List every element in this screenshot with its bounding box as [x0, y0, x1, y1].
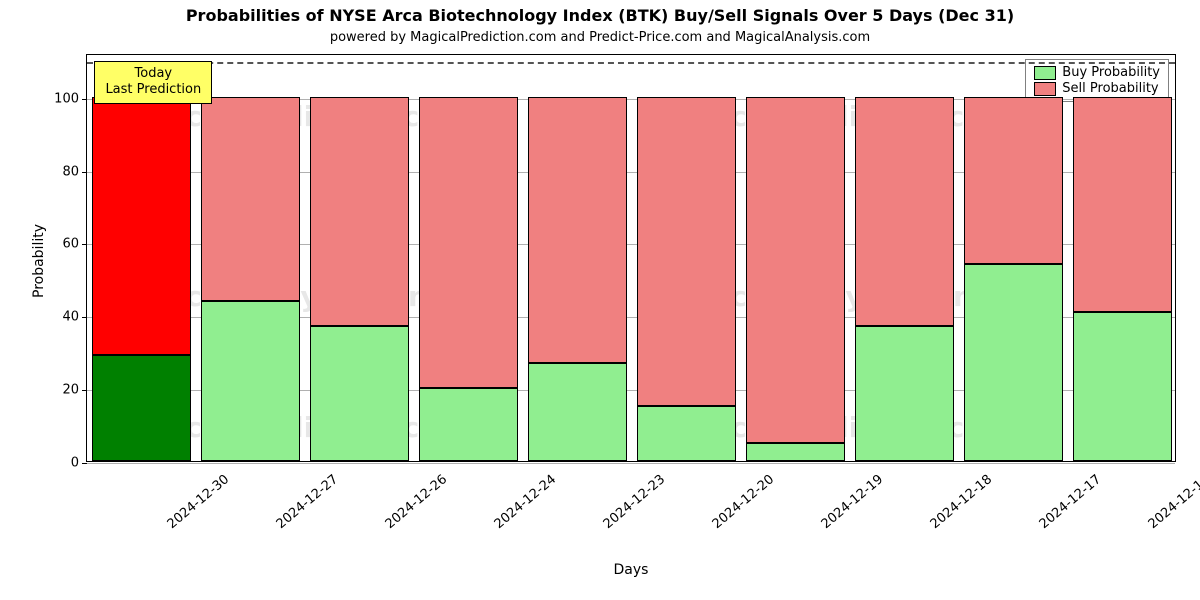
- x-tick-label: 2024-12-17: [1036, 472, 1104, 532]
- sell-bar: [419, 97, 517, 388]
- bar-group: [1073, 53, 1171, 461]
- bar-group: [419, 53, 517, 461]
- y-tick-mark: [82, 463, 87, 464]
- y-tick-mark: [82, 244, 87, 245]
- x-tick-label: 2024-12-20: [709, 472, 777, 532]
- y-tick-label: 0: [71, 456, 79, 471]
- x-axis-label: Days: [86, 562, 1176, 578]
- chart-subtitle: powered by MagicalPrediction.com and Pre…: [0, 30, 1200, 45]
- annotation-line-2: Last Prediction: [105, 82, 201, 98]
- x-tick-label: 2024-12-18: [927, 472, 995, 532]
- bar-group: [855, 53, 953, 461]
- sell-bar: [855, 97, 953, 327]
- buy-bar: [528, 363, 626, 461]
- bar-group: [310, 53, 408, 461]
- x-tick-label: 2024-12-16: [1145, 472, 1200, 532]
- buy-bar: [310, 326, 408, 461]
- x-tick-label: 2024-12-27: [273, 472, 341, 532]
- y-tick-mark: [82, 172, 87, 173]
- sell-bar: [1073, 97, 1171, 312]
- buy-bar: [419, 388, 517, 461]
- y-tick-label: 20: [62, 383, 79, 398]
- bar-group: [92, 53, 190, 461]
- bar-group: [201, 53, 299, 461]
- sell-bar: [310, 97, 408, 327]
- x-tick-label: 2024-12-24: [491, 472, 559, 532]
- annotation-line-1: Today: [105, 66, 201, 82]
- buy-bar: [855, 326, 953, 461]
- buy-bar: [637, 406, 735, 461]
- sell-bar: [964, 97, 1062, 265]
- chart-title: Probabilities of NYSE Arca Biotechnology…: [0, 6, 1200, 25]
- buy-bar: [746, 443, 844, 461]
- buy-bar: [201, 301, 299, 461]
- sell-bar: [201, 97, 299, 301]
- buy-bar: [964, 264, 1062, 461]
- plot-area: Buy ProbabilitySell Probability 02040608…: [86, 54, 1176, 462]
- probability-chart-figure: Probabilities of NYSE Arca Biotechnology…: [0, 0, 1200, 600]
- sell-bar: [92, 97, 190, 356]
- x-tick-label: 2024-12-23: [600, 472, 668, 532]
- y-axis-label: Probability: [31, 224, 47, 298]
- bar-group: [746, 53, 844, 461]
- y-tick-mark: [82, 317, 87, 318]
- x-tick-label: 2024-12-19: [818, 472, 886, 532]
- x-tick-label: 2024-12-26: [382, 472, 450, 532]
- bar-group: [528, 53, 626, 461]
- sell-bar: [637, 97, 735, 407]
- y-tick-mark: [82, 99, 87, 100]
- y-tick-label: 40: [62, 310, 79, 325]
- bar-group: [637, 53, 735, 461]
- bar-group: [964, 53, 1062, 461]
- y-tick-label: 100: [54, 91, 79, 106]
- y-tick-label: 60: [62, 237, 79, 252]
- x-tick-label: 2024-12-30: [164, 472, 232, 532]
- grid-line: [87, 463, 1175, 464]
- today-annotation: TodayLast Prediction: [94, 61, 212, 104]
- y-tick-label: 80: [62, 164, 79, 179]
- y-tick-mark: [82, 390, 87, 391]
- buy-bar: [92, 355, 190, 461]
- sell-bar: [746, 97, 844, 443]
- sell-bar: [528, 97, 626, 363]
- buy-bar: [1073, 312, 1171, 461]
